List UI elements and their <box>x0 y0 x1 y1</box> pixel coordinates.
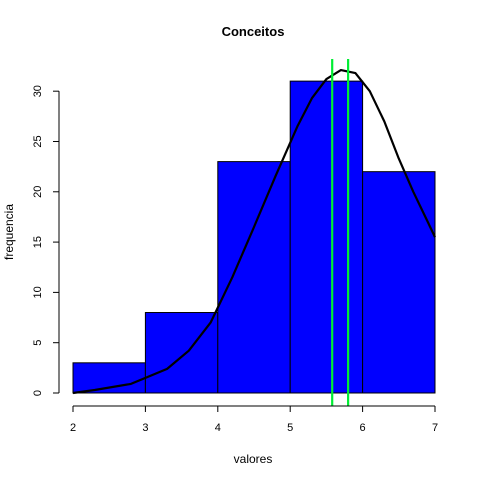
x-axis-label: valores <box>234 452 273 466</box>
x-tick-label-4: 4 <box>215 422 221 434</box>
y-axis: 0 5 10 15 20 25 30 <box>32 85 60 396</box>
x-tick-label-2: 2 <box>70 422 76 434</box>
bars-group <box>72 80 436 394</box>
y-tick-label-25: 25 <box>32 135 44 147</box>
x-tick-label-7: 7 <box>432 422 438 434</box>
y-tick-label-0: 0 <box>32 390 44 396</box>
histogram-bar-2 <box>144 312 219 394</box>
x-axis: 2 3 4 5 6 7 <box>70 405 438 434</box>
histogram-bar-5 <box>362 171 436 394</box>
histogram-bar-4 <box>289 80 364 394</box>
histogram-bar-3 <box>217 161 291 394</box>
chart-title: Conceitos <box>222 24 285 39</box>
y-tick-label-5: 5 <box>32 340 44 346</box>
x-tick-label-3: 3 <box>142 422 148 434</box>
y-tick-label-20: 20 <box>32 186 44 198</box>
vlines-group <box>331 59 350 406</box>
y-tick-label-10: 10 <box>32 286 44 298</box>
curve-group <box>72 69 436 395</box>
y-tick-label-15: 15 <box>32 236 44 248</box>
y-axis-label: frequencia <box>2 204 16 260</box>
x-tick-label-6: 6 <box>360 422 366 434</box>
y-tick-label-30: 30 <box>32 85 44 97</box>
x-tick-label-5: 5 <box>287 422 293 434</box>
density-curve <box>72 69 436 395</box>
